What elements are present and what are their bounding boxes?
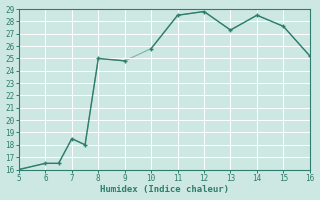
X-axis label: Humidex (Indice chaleur): Humidex (Indice chaleur) <box>100 185 229 194</box>
